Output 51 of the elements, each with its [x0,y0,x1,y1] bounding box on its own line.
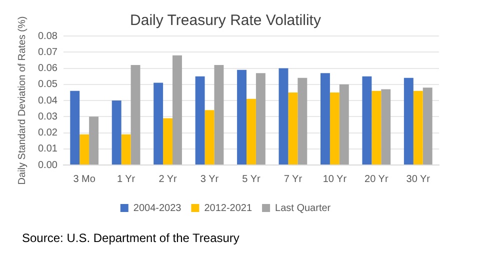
bar [214,65,224,164]
bar [163,118,173,164]
bar [381,89,391,164]
bar [89,116,99,164]
bar [298,78,308,164]
x-tick-label: 2 Yr [158,174,178,185]
bar [256,73,266,164]
bar [172,55,182,164]
y-axis-title: Daily Standard Deviation of Rates (%) [16,16,28,185]
bar [362,76,372,164]
x-tick-label: 20 Yr [364,174,389,185]
x-tick-label: 3 Mo [73,174,96,185]
bar [70,90,80,164]
bar [320,73,330,164]
bar [204,110,214,164]
bar [422,88,432,164]
y-tick-label: 0.04 [38,95,58,106]
bar [278,68,288,164]
y-tick-label: 0.08 [38,30,58,42]
x-tick-label: 5 Yr [242,174,261,185]
x-tick-label: 7 Yr [284,174,303,185]
bar [112,100,122,164]
bar [237,70,247,164]
x-tick-label: 10 Yr [322,174,348,185]
chart-title: Daily Treasury Rate Volatility [130,12,322,30]
bar [246,98,256,164]
bar [404,78,414,164]
y-tick-label: 0.06 [38,63,58,74]
bar [413,90,423,164]
source-note: Source: U.S. Department of the Treasury [22,231,240,245]
y-tick-label: 0.07 [38,46,58,58]
bar [339,84,349,164]
bar [195,76,205,164]
bar [130,65,140,164]
x-tick-label: 30 Yr [406,174,431,185]
y-tick-label: 0.02 [38,128,58,138]
bar [80,134,90,164]
y-tick-label: 0.01 [38,144,58,155]
bar [154,82,164,164]
bar [121,134,131,164]
y-tick-label: 0.05 [38,79,58,90]
y-tick-label: 0.00 [38,160,58,171]
bar [330,92,340,164]
legend-label: 2012-2021 [204,202,252,214]
legend-label: 2004-2023 [133,202,182,214]
x-tick-label: 3 Yr [200,174,220,185]
y-tick-label: 0.03 [38,111,58,122]
x-tick-label: 1 Yr [116,174,136,185]
bar [288,92,298,164]
bar [372,90,382,164]
legend-label: Last Quarter [275,202,332,214]
